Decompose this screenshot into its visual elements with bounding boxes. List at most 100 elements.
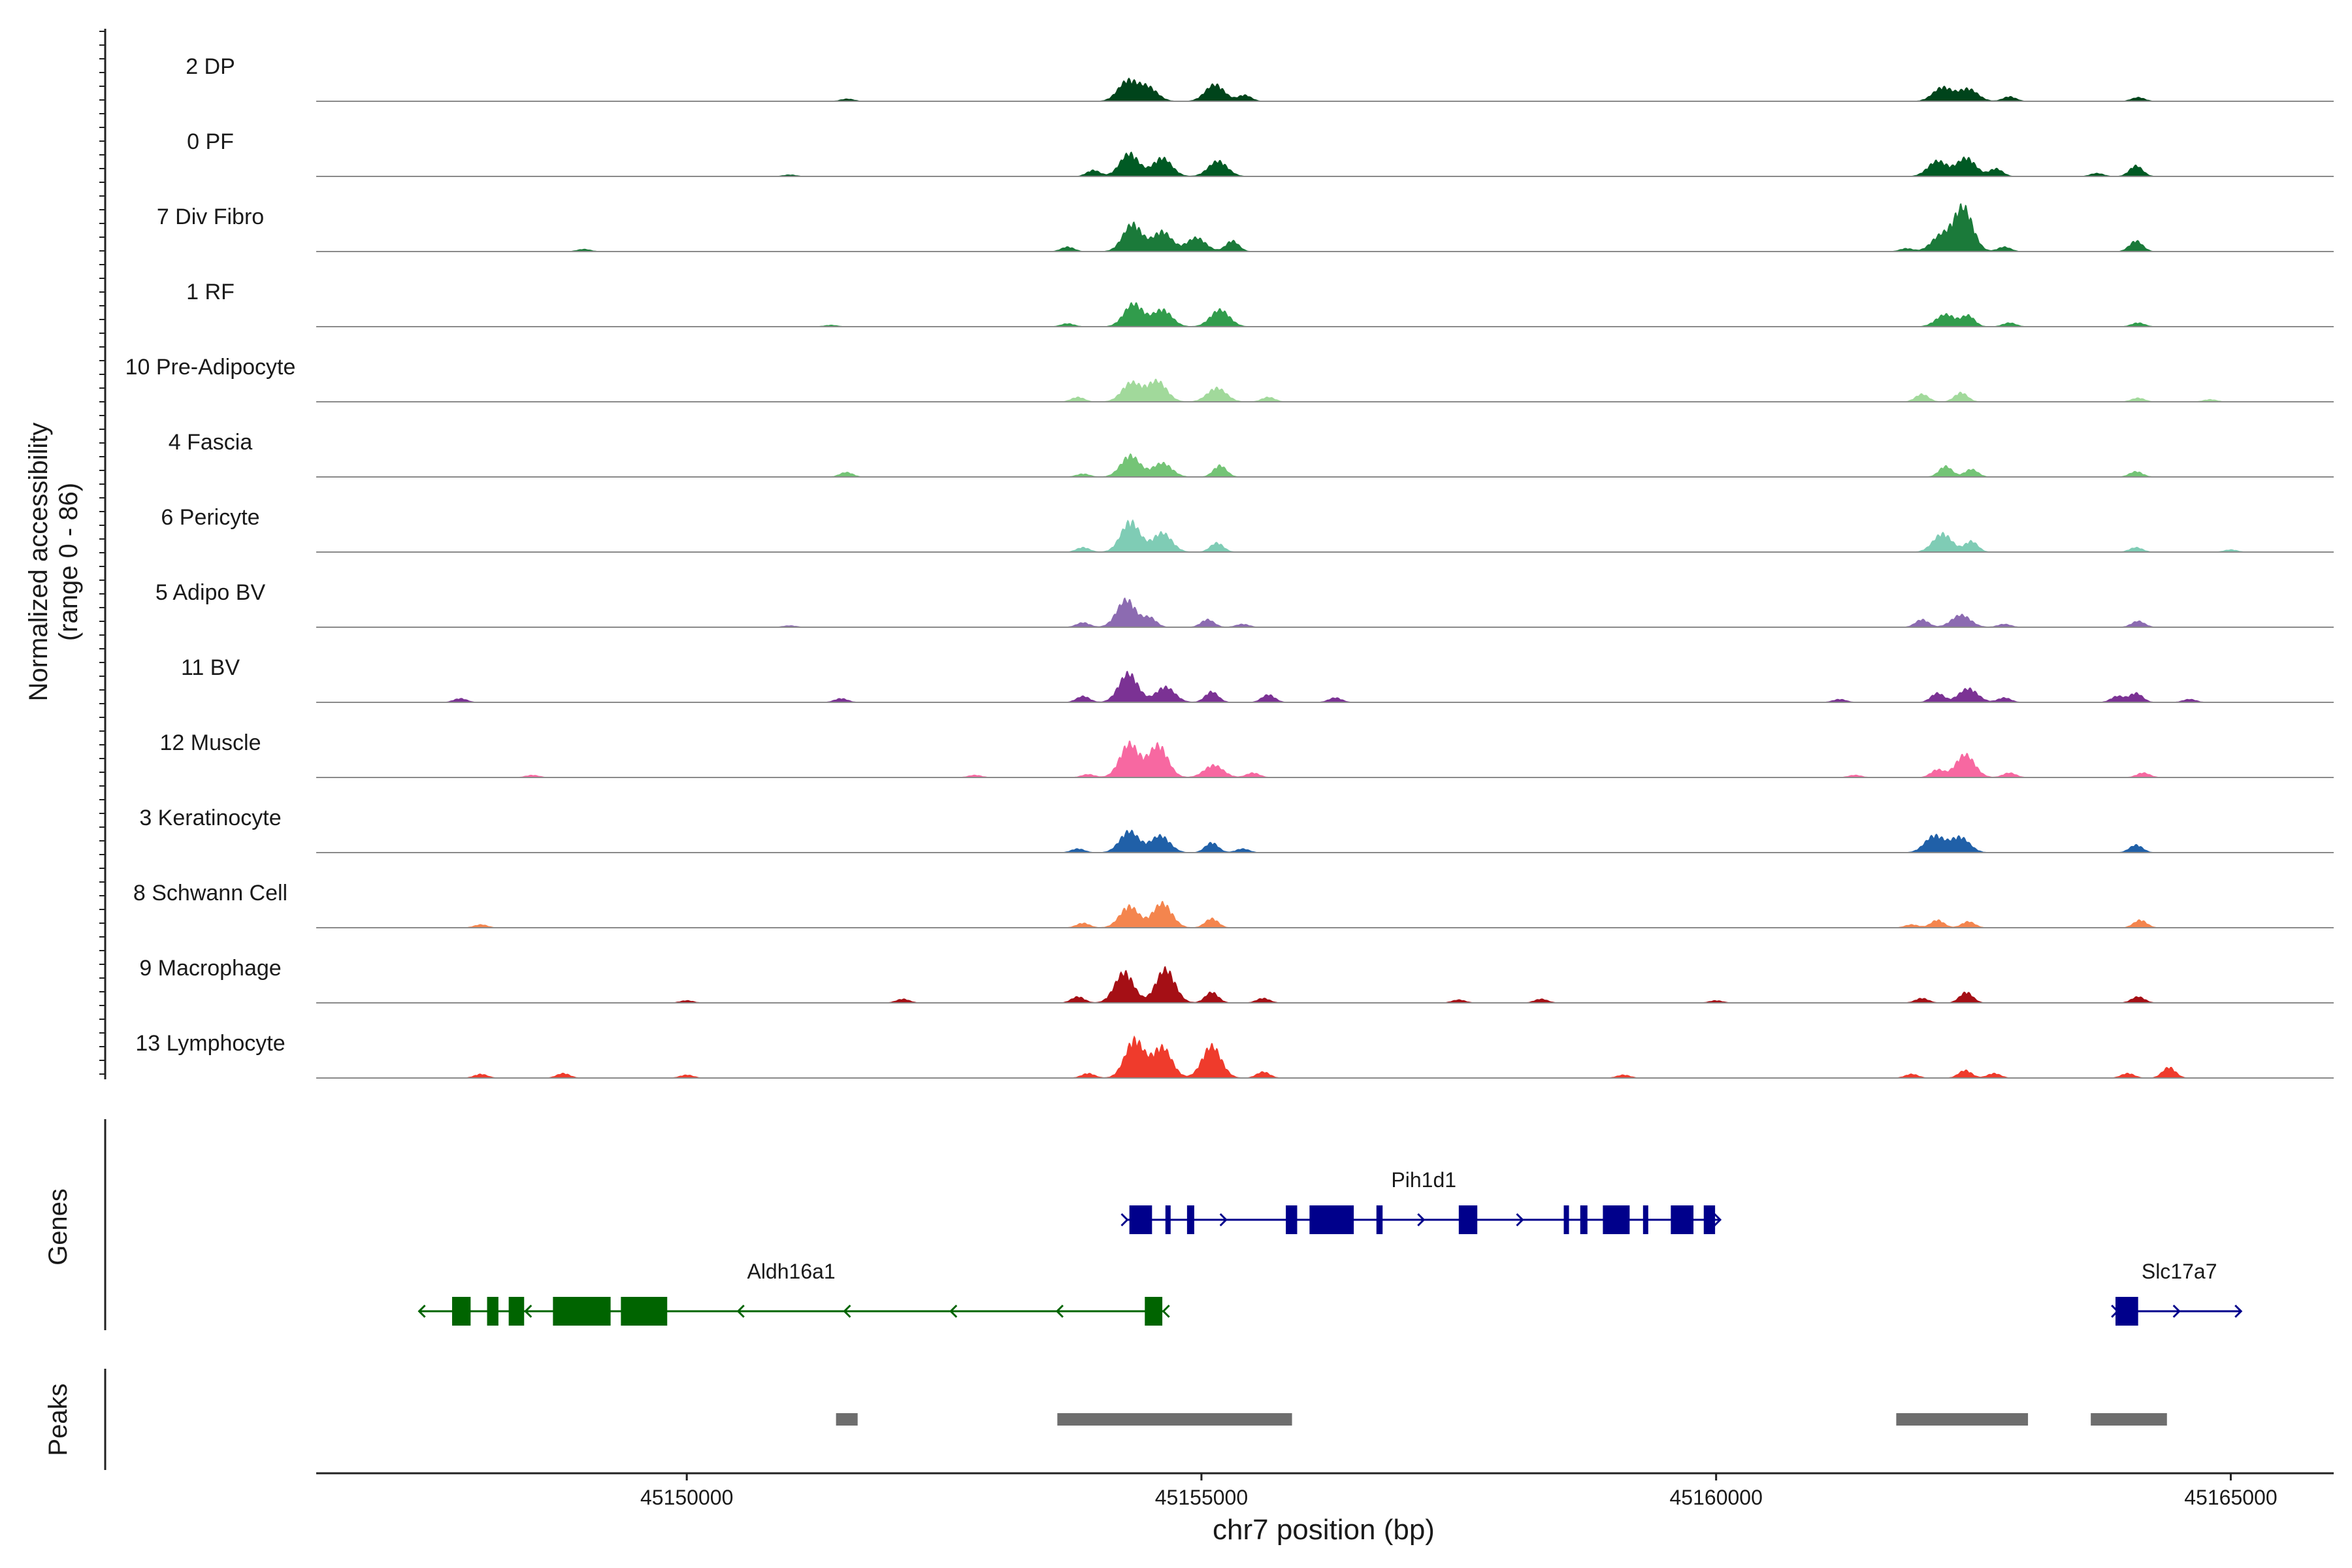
gene-exon (487, 1297, 498, 1326)
gene-exon (1580, 1205, 1588, 1234)
peak-region (1896, 1413, 2029, 1426)
track-5-adipo-bv: 5 Adipo BV (155, 580, 2334, 628)
gene-exon (1376, 1205, 1383, 1234)
coverage-area (316, 378, 2334, 402)
x-tick-label: 45155000 (1155, 1486, 1248, 1509)
coverage-tracks: 2 DP 0 PF 7 Div Fibro 1 RF 10 Pre-Adipocyte 4… (125, 54, 2334, 1079)
gene-exon (451, 1297, 471, 1326)
strand-arrow (417, 1304, 426, 1318)
track-6-pericyte: 6 Pericyte (161, 505, 2334, 553)
coverage-area (316, 453, 2334, 477)
track-label: 8 Schwann Cell (133, 881, 287, 906)
track-7-div-fibro: 7 Div Fibro (157, 203, 2334, 252)
track-label: 13 Lymphocyte (135, 1031, 285, 1056)
coverage-area (316, 302, 2334, 327)
strand-arrow (1516, 1213, 1524, 1227)
coverage-area (316, 203, 2334, 252)
track-label: 10 Pre-Adipocyte (125, 355, 296, 380)
x-axis-label: chr7 position (bp) (1213, 1514, 1435, 1546)
gene-exon (508, 1297, 525, 1326)
track-label: 3 Keratinocyte (139, 806, 281, 830)
x-tick-label: 45165000 (2184, 1486, 2277, 1509)
coverage-area (316, 151, 2334, 176)
y-axis-label-line1: Normalized accessibility (24, 423, 53, 702)
gene-exon (1129, 1205, 1152, 1234)
gene-exon (1603, 1205, 1630, 1234)
gene-exon (621, 1297, 668, 1326)
coverage-area (316, 597, 2334, 627)
coverage-area (316, 829, 2334, 853)
track-label: 0 PF (187, 129, 234, 154)
track-1-rf: 1 RF (186, 280, 2334, 327)
gene-label: Aldh16a1 (747, 1260, 835, 1283)
y-axis-label-line2: (range 0 - 86) (54, 483, 83, 641)
coverage-area (316, 670, 2334, 702)
strand-arrow (1219, 1213, 1228, 1227)
genes-track: Genes Pih1d1 Aldh16a1 Slc17a7 (44, 1119, 2243, 1330)
gene-exon (553, 1297, 611, 1326)
track-4-fascia: 4 Fascia (169, 430, 2334, 478)
gene-exon (1286, 1205, 1298, 1234)
strand-arrow (1417, 1213, 1426, 1227)
peak-region (836, 1413, 858, 1426)
gene-slc17a7: Slc17a7 (2111, 1260, 2243, 1326)
peak-region (2091, 1413, 2167, 1426)
track-0-pf: 0 PF (187, 129, 2334, 177)
coverage-area (316, 77, 2334, 101)
track-8-schwann-cell: 8 Schwann Cell (133, 881, 2334, 928)
gene-exon (1309, 1205, 1354, 1234)
track-label: 12 Muscle (160, 730, 261, 755)
strand-arrow (949, 1304, 958, 1318)
gene-label: Pih1d1 (1391, 1168, 1456, 1192)
gene-exon (1563, 1205, 1569, 1234)
track-11-bv: 11 BV (181, 655, 2334, 703)
peaks-track: Peaks (44, 1369, 2167, 1470)
strand-arrow (1120, 1213, 1129, 1227)
gene-exon (1642, 1205, 1648, 1234)
strand-arrow (736, 1304, 745, 1318)
track-label: 5 Adipo BV (155, 580, 266, 605)
gene-exon (1145, 1297, 1163, 1326)
gene-exon (1458, 1205, 1478, 1234)
track-label: 2 DP (186, 54, 235, 79)
strand-arrow (1713, 1213, 1722, 1227)
peaks-panel-label: Peaks (44, 1383, 73, 1456)
x-tick-label: 45150000 (640, 1486, 733, 1509)
gene-pih1d1: Pih1d1 (1120, 1168, 1722, 1234)
gene-aldh16a1: Aldh16a1 (417, 1260, 1170, 1326)
gene-exon (1703, 1205, 1716, 1234)
coverage-area (316, 519, 2334, 552)
track-13-lymphocyte: 13 Lymphocyte (135, 1031, 2334, 1079)
track-label: 7 Div Fibro (157, 204, 264, 229)
x-axis: chr7 position (bp) 45150000 45155000 45160… (316, 1472, 2334, 1546)
track-label: 11 BV (181, 655, 240, 680)
gene-exon (2115, 1297, 2138, 1326)
gene-exon (1186, 1205, 1194, 1234)
strand-arrow (843, 1304, 851, 1318)
genes-panel-label: Genes (44, 1188, 73, 1266)
track-label: 4 Fascia (169, 430, 253, 455)
gene-label: Slc17a7 (2142, 1260, 2217, 1283)
track-label: 9 Macrophage (139, 956, 281, 981)
track-3-keratinocyte: 3 Keratinocyte (139, 806, 2334, 853)
track-10-pre-adipocyte: 10 Pre-Adipocyte (125, 355, 2334, 402)
track-2-dp: 2 DP (186, 54, 2334, 102)
track-9-macrophage: 9 Macrophage (139, 956, 2334, 1004)
strand-arrow (2234, 1304, 2243, 1318)
coverage-area (316, 966, 2334, 1003)
strand-arrow (2172, 1304, 2181, 1318)
track-label: 1 RF (186, 280, 235, 304)
gene-exon (1671, 1205, 1694, 1234)
track-label: 6 Pericyte (161, 505, 259, 530)
y-axis: Normalized accessibility (range 0 - 86) (24, 29, 106, 1079)
strand-arrow (1162, 1304, 1170, 1318)
x-tick-label: 45160000 (1670, 1486, 1763, 1509)
gene-exon (1165, 1205, 1171, 1234)
coverage-area (316, 900, 2334, 928)
strand-arrow (524, 1304, 532, 1318)
strand-arrow (1055, 1304, 1064, 1318)
track-12-muscle: 12 Muscle (160, 730, 2334, 778)
peak-region (1057, 1413, 1292, 1426)
